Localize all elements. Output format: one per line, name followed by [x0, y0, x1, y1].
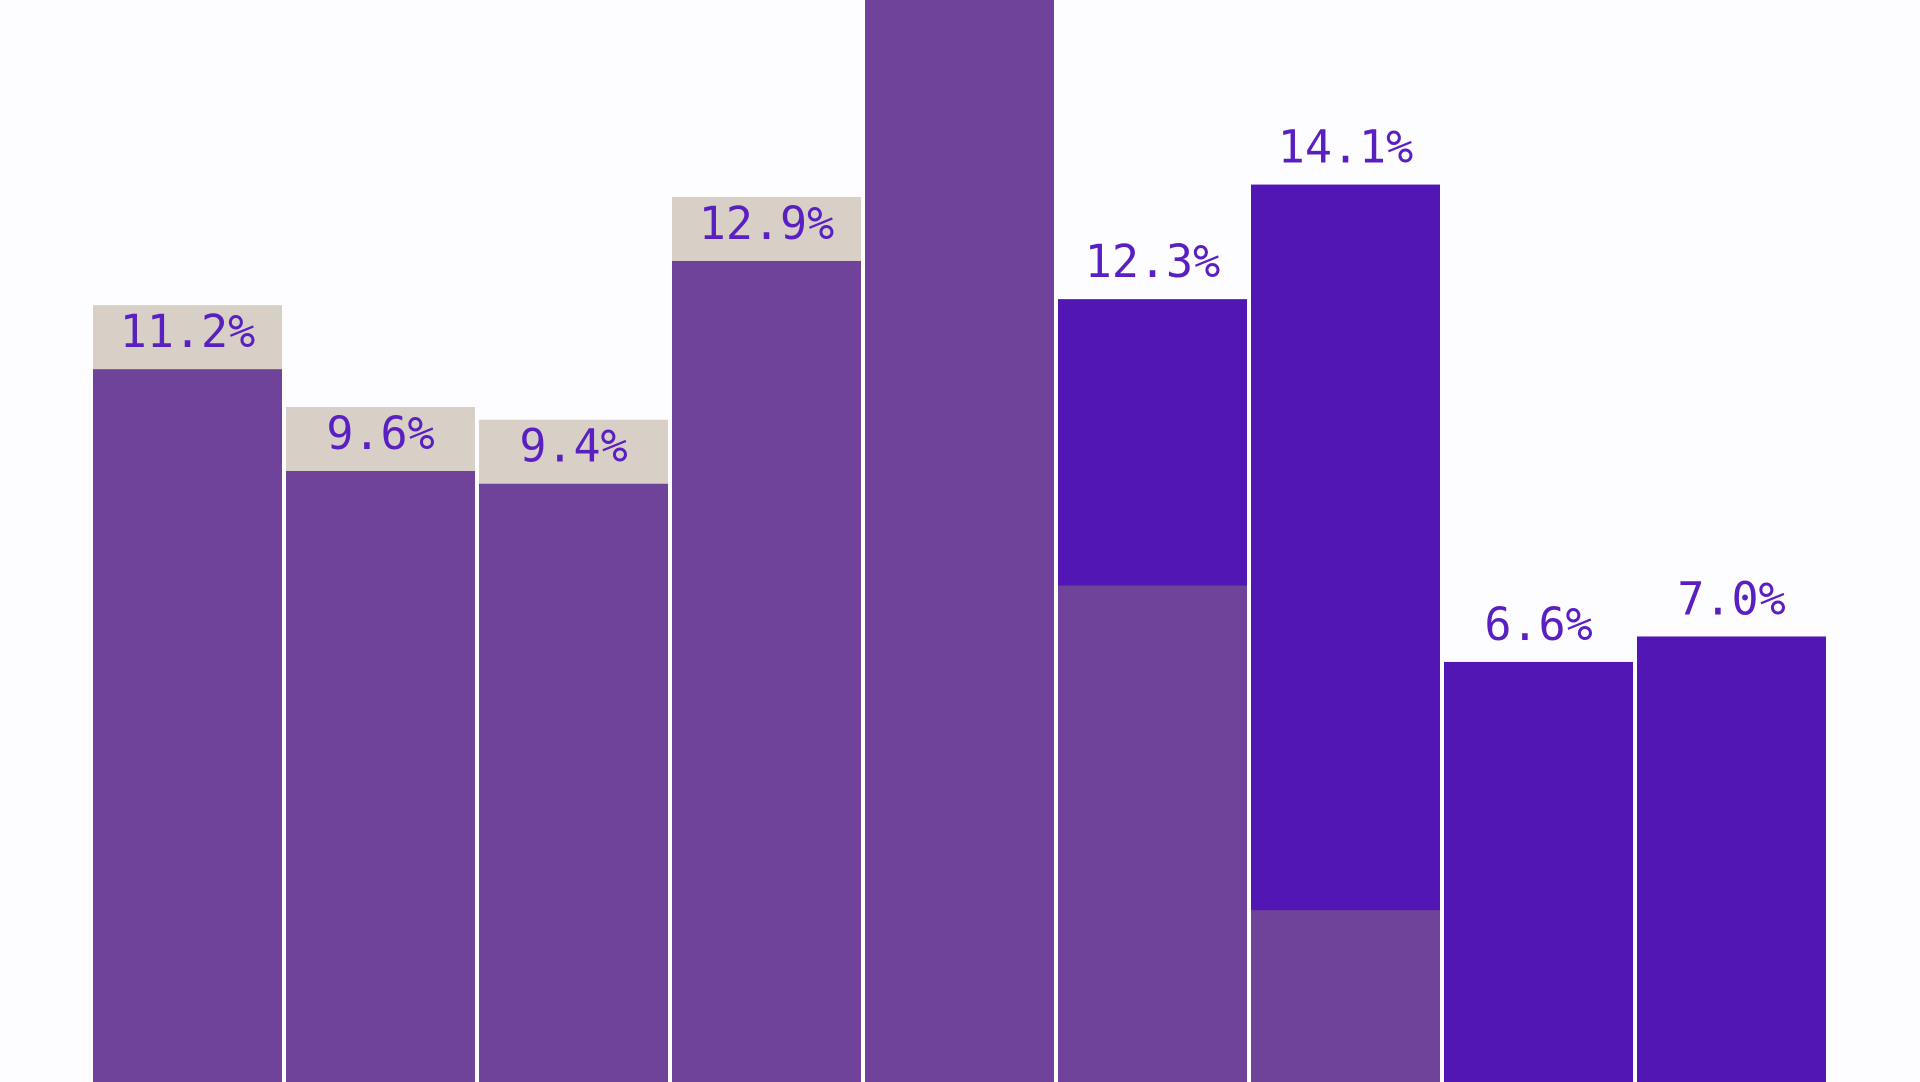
bar-inner-6 — [1058, 585, 1247, 1082]
data-label-2: 9.6% — [326, 407, 434, 460]
bar-1 — [93, 369, 282, 1082]
bar-cap-2 — [286, 406, 475, 471]
bar-cap-1 — [93, 305, 282, 370]
bar-3 — [479, 483, 668, 1082]
bar-4 — [672, 260, 861, 1082]
data-label-6: 12.3% — [1085, 235, 1220, 288]
data-label-4: 12.9% — [699, 197, 834, 250]
data-label-8: 6.6% — [1484, 598, 1592, 651]
bar-cap-3 — [479, 419, 668, 484]
bar-cap-4 — [672, 196, 861, 261]
bar-2 — [286, 470, 475, 1082]
bar-8 — [1444, 661, 1633, 1082]
data-label-1: 11.2% — [120, 305, 255, 358]
bar-inner-7 — [1251, 910, 1440, 1082]
data-label-9: 7.0% — [1677, 572, 1785, 625]
bar-9 — [1637, 636, 1826, 1082]
data-label-3: 9.4% — [519, 420, 627, 473]
data-label-7: 14.1% — [1278, 121, 1413, 174]
bar-5 — [865, 0, 1054, 1082]
